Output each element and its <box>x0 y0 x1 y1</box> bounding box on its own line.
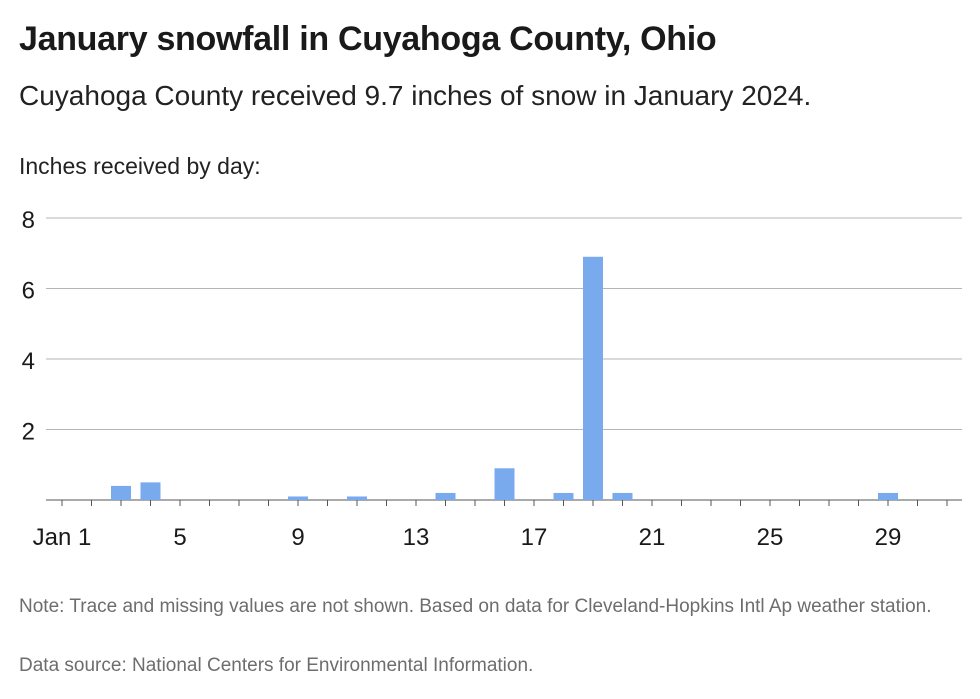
x-tick-label: 25 <box>757 524 784 551</box>
y-tick-label: 6 <box>22 278 35 305</box>
x-tick-label: 5 <box>173 524 186 551</box>
chart-title: January snowfall in Cuyahoga County, Ohi… <box>19 20 717 58</box>
bar-jan-29 <box>878 492 898 500</box>
x-tick-label: 29 <box>875 524 902 551</box>
bar-jan-9 <box>288 496 308 500</box>
bar-jan-3 <box>111 485 131 500</box>
chart-note: Note: Trace and missing values are not s… <box>19 596 932 617</box>
bar-jan-14 <box>435 492 456 500</box>
y-axis-label: Inches received by day: <box>19 153 261 179</box>
y-tick-label: 2 <box>22 419 35 446</box>
x-tick-label: 9 <box>291 524 304 551</box>
bar-jan-4 <box>140 482 161 500</box>
x-tick-label: 13 <box>403 524 430 551</box>
x-tick-label: 17 <box>521 524 548 551</box>
x-tick-label: Jan 1 <box>33 524 92 551</box>
bar-jan-11 <box>347 496 367 500</box>
y-tick-label: 4 <box>22 348 35 375</box>
y-tick-label: 8 <box>22 207 35 234</box>
snowfall-bar-chart: 2 4 6 8 Jan 1 5 9 13 17 21 25 29 <box>22 207 962 551</box>
bar-jan-20 <box>612 492 633 500</box>
bar-jan-19 <box>583 256 603 500</box>
data-source: Data source: National Centers for Enviro… <box>19 655 534 676</box>
chart-subtitle: Cuyahoga County received 9.7 inches of s… <box>19 80 812 111</box>
bar-jan-18 <box>553 492 574 500</box>
x-tick-label: 21 <box>639 524 666 551</box>
bar-jan-16 <box>494 468 515 500</box>
